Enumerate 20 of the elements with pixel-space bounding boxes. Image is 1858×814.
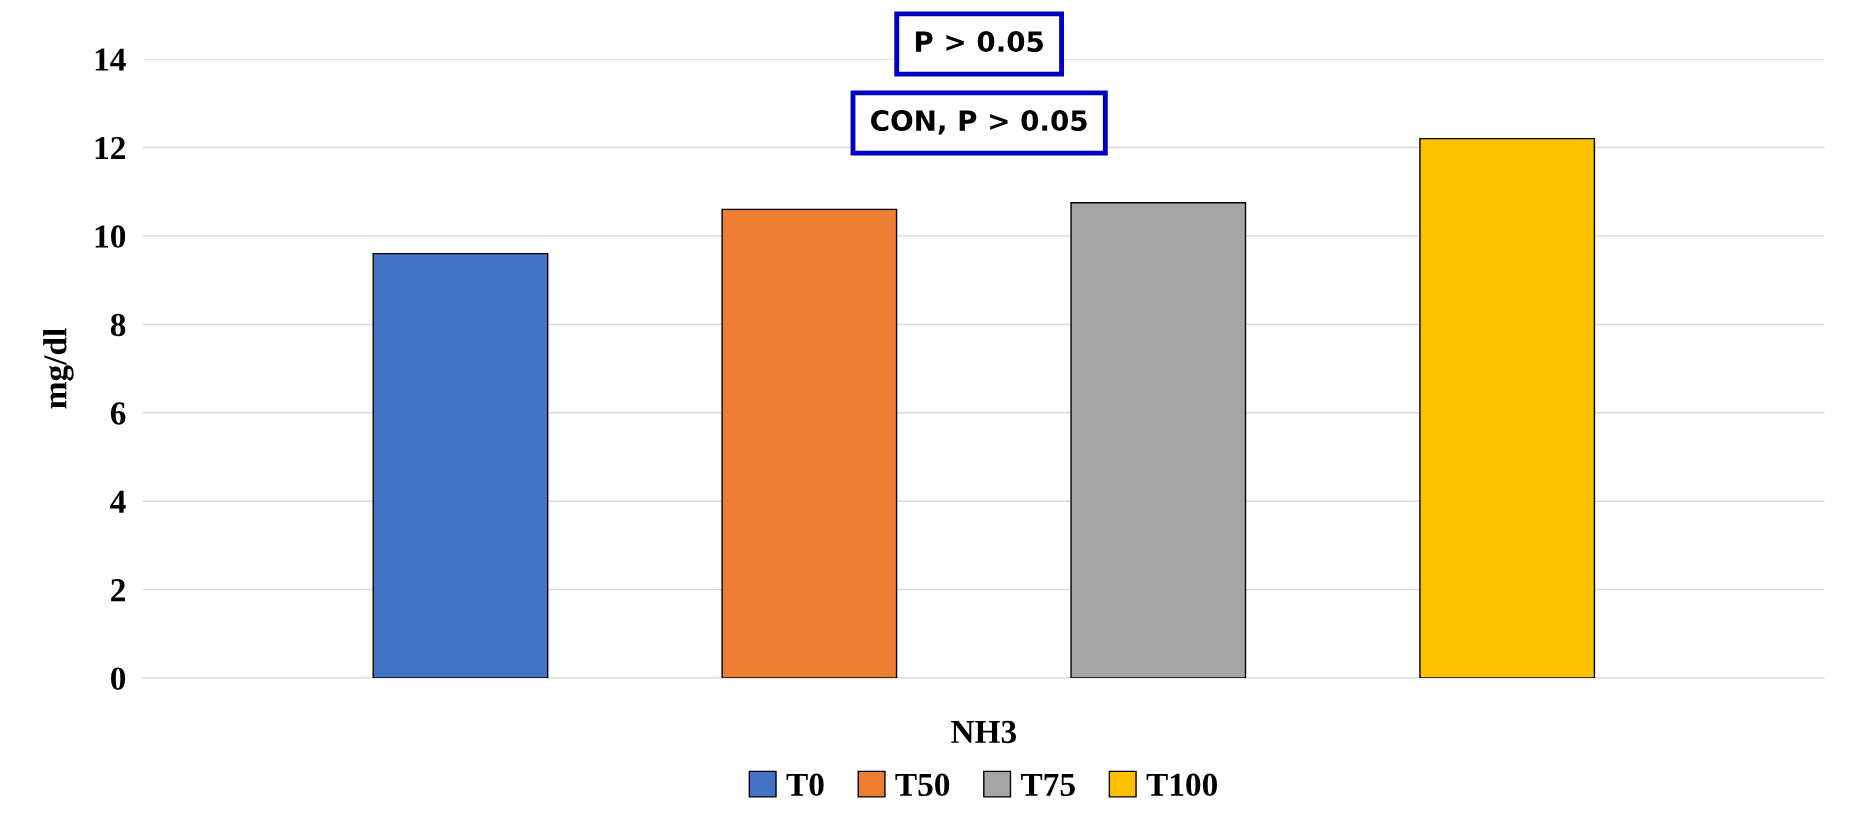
y-tick-label: 0	[111, 667, 126, 690]
y-tick-label: 6	[110, 402, 126, 425]
bar	[721, 208, 898, 679]
legend-label: T0	[786, 773, 824, 797]
y-tick-label: 14	[95, 48, 126, 71]
bar	[1419, 137, 1596, 679]
y-tick-label: 8	[110, 313, 126, 337]
bar	[372, 252, 549, 679]
y-axis-title: mg/dl	[43, 328, 74, 409]
text: P > 0.05	[915, 31, 1043, 53]
legend-label: T50	[895, 773, 950, 797]
legend-label: T75	[1021, 773, 1075, 797]
y-tick-label: 10	[95, 225, 126, 248]
annotation: CON, P > 0.05	[871, 110, 1087, 135]
y-tick-label: 12	[95, 136, 125, 160]
x-tick-label: NH3	[951, 720, 1016, 744]
bar	[1070, 202, 1247, 679]
legend-label: T100	[1146, 773, 1218, 797]
y-tick-label: 2	[111, 579, 125, 602]
y-tick-label: 4	[110, 490, 126, 513]
